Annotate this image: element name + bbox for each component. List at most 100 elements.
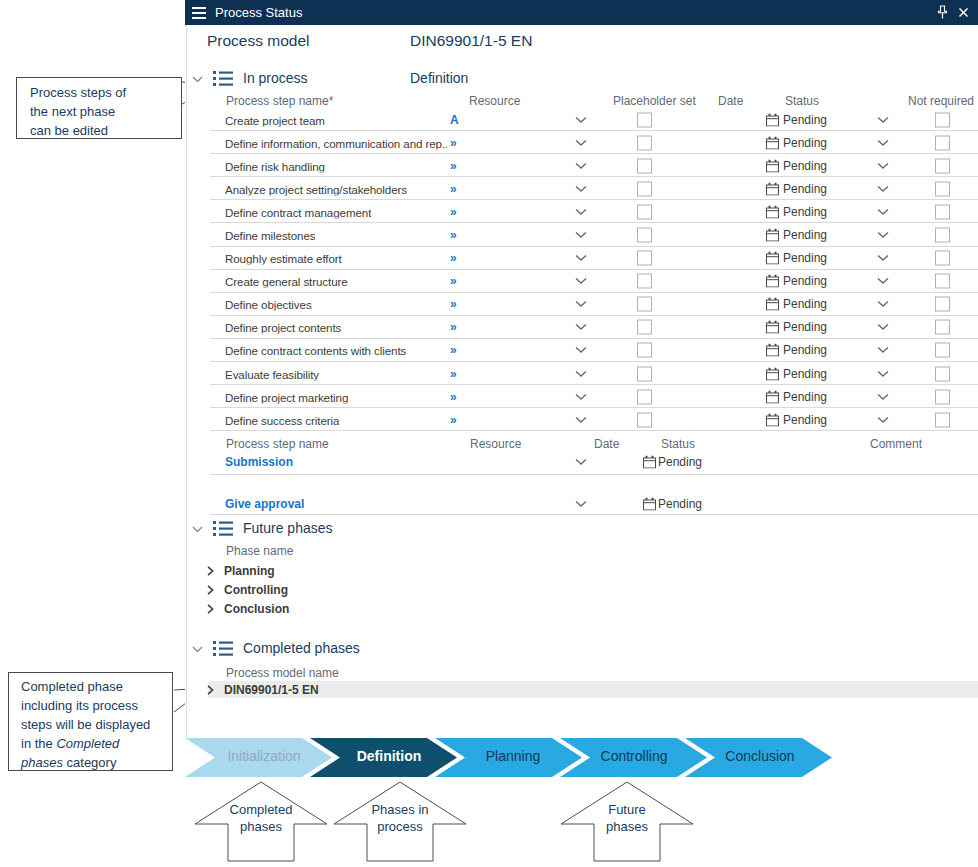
chevron-down-icon[interactable] bbox=[575, 393, 587, 400]
status-dropdown[interactable] bbox=[877, 208, 889, 215]
resource-dropdown[interactable] bbox=[575, 459, 587, 466]
collapse-icon[interactable] bbox=[192, 76, 203, 83]
step-resource[interactable]: » bbox=[450, 390, 457, 404]
chevron-down-icon[interactable] bbox=[575, 347, 587, 354]
step-resource[interactable]: » bbox=[450, 367, 457, 381]
resource-dropdown[interactable] bbox=[575, 347, 587, 354]
chevron-down-icon[interactable] bbox=[575, 501, 587, 508]
checkbox[interactable] bbox=[637, 366, 652, 381]
checkbox[interactable] bbox=[637, 412, 652, 427]
checkbox[interactable] bbox=[637, 274, 652, 289]
checkbox[interactable] bbox=[637, 320, 652, 335]
chevron-down-icon[interactable] bbox=[877, 301, 889, 308]
resource-dropdown[interactable] bbox=[575, 416, 587, 423]
step-resource[interactable]: » bbox=[450, 297, 457, 311]
step-resource[interactable]: » bbox=[450, 343, 457, 357]
future-phase-row[interactable]: Conclusion bbox=[185, 599, 978, 618]
resource-dropdown[interactable] bbox=[575, 162, 587, 169]
resource-dropdown[interactable] bbox=[575, 255, 587, 262]
step-resource[interactable]: » bbox=[450, 413, 457, 427]
checkbox[interactable] bbox=[935, 320, 950, 335]
chevron-down-icon[interactable] bbox=[575, 278, 587, 285]
chevron-down-icon[interactable] bbox=[877, 185, 889, 192]
status-dropdown[interactable] bbox=[877, 162, 889, 169]
chevron-down-icon[interactable] bbox=[575, 370, 587, 377]
checkbox[interactable] bbox=[637, 204, 652, 219]
checkbox[interactable] bbox=[935, 158, 950, 173]
chevron-down-icon[interactable] bbox=[877, 162, 889, 169]
step-resource[interactable]: » bbox=[450, 228, 457, 242]
checkbox[interactable] bbox=[637, 297, 652, 312]
checkbox[interactable] bbox=[935, 366, 950, 381]
resource-dropdown[interactable] bbox=[575, 324, 587, 331]
chevron-down-icon[interactable] bbox=[575, 208, 587, 215]
checkbox[interactable] bbox=[935, 389, 950, 404]
resource-dropdown[interactable] bbox=[575, 278, 587, 285]
resource-dropdown[interactable] bbox=[575, 393, 587, 400]
chevron-right-icon[interactable] bbox=[207, 685, 214, 695]
menu-icon[interactable] bbox=[192, 7, 206, 19]
checkbox[interactable] bbox=[935, 343, 950, 358]
status-dropdown[interactable] bbox=[877, 416, 889, 423]
chevron-down-icon[interactable] bbox=[877, 393, 889, 400]
resource-dropdown[interactable] bbox=[575, 116, 587, 123]
status-dropdown[interactable] bbox=[877, 370, 889, 377]
approval-step-name[interactable]: Submission bbox=[225, 455, 293, 469]
checkbox[interactable] bbox=[637, 251, 652, 266]
step-resource[interactable]: » bbox=[450, 251, 457, 265]
chevron-down-icon[interactable] bbox=[575, 301, 587, 308]
chevron-right-icon[interactable] bbox=[207, 566, 214, 576]
step-resource[interactable]: » bbox=[450, 182, 457, 196]
checkbox[interactable] bbox=[935, 204, 950, 219]
status-dropdown[interactable] bbox=[877, 393, 889, 400]
resource-dropdown[interactable] bbox=[575, 208, 587, 215]
chevron-down-icon[interactable] bbox=[877, 255, 889, 262]
step-resource[interactable]: » bbox=[450, 205, 457, 219]
status-dropdown[interactable] bbox=[877, 116, 889, 123]
chevron-down-icon[interactable] bbox=[575, 255, 587, 262]
chevron-down-icon[interactable] bbox=[575, 185, 587, 192]
collapse-icon[interactable] bbox=[192, 526, 203, 533]
step-resource[interactable]: A bbox=[450, 113, 459, 127]
collapse-icon[interactable] bbox=[192, 646, 203, 653]
chevron-down-icon[interactable] bbox=[575, 324, 587, 331]
step-resource[interactable]: » bbox=[450, 136, 457, 150]
checkbox[interactable] bbox=[637, 181, 652, 196]
step-resource[interactable]: » bbox=[450, 274, 457, 288]
checkbox[interactable] bbox=[935, 412, 950, 427]
chevron-down-icon[interactable] bbox=[575, 459, 587, 466]
chevron-down-icon[interactable] bbox=[877, 370, 889, 377]
status-dropdown[interactable] bbox=[877, 301, 889, 308]
chevron-down-icon[interactable] bbox=[877, 232, 889, 239]
checkbox[interactable] bbox=[935, 297, 950, 312]
chevron-down-icon[interactable] bbox=[575, 162, 587, 169]
checkbox[interactable] bbox=[637, 135, 652, 150]
checkbox[interactable] bbox=[935, 228, 950, 243]
resource-dropdown[interactable] bbox=[575, 185, 587, 192]
chevron-right-icon[interactable] bbox=[207, 604, 214, 614]
resource-dropdown[interactable] bbox=[575, 370, 587, 377]
chevron-down-icon[interactable] bbox=[877, 347, 889, 354]
chevron-down-icon[interactable] bbox=[877, 324, 889, 331]
chevron-down-icon[interactable] bbox=[877, 116, 889, 123]
chevron-down-icon[interactable] bbox=[575, 139, 587, 146]
checkbox[interactable] bbox=[935, 135, 950, 150]
checkbox[interactable] bbox=[935, 274, 950, 289]
chevron-down-icon[interactable] bbox=[575, 232, 587, 239]
status-dropdown[interactable] bbox=[877, 185, 889, 192]
resource-dropdown[interactable] bbox=[575, 501, 587, 508]
resource-dropdown[interactable] bbox=[575, 301, 587, 308]
status-dropdown[interactable] bbox=[877, 278, 889, 285]
resource-dropdown[interactable] bbox=[575, 139, 587, 146]
future-phase-row[interactable]: Controlling bbox=[185, 580, 978, 599]
chevron-down-icon[interactable] bbox=[575, 416, 587, 423]
approval-step-name[interactable]: Give approval bbox=[225, 497, 304, 511]
status-dropdown[interactable] bbox=[877, 139, 889, 146]
checkbox[interactable] bbox=[637, 389, 652, 404]
chevron-down-icon[interactable] bbox=[575, 116, 587, 123]
chevron-down-icon[interactable] bbox=[877, 416, 889, 423]
checkbox[interactable] bbox=[935, 181, 950, 196]
chevron-down-icon[interactable] bbox=[877, 278, 889, 285]
checkbox[interactable] bbox=[935, 112, 950, 127]
step-resource[interactable]: » bbox=[450, 320, 457, 334]
